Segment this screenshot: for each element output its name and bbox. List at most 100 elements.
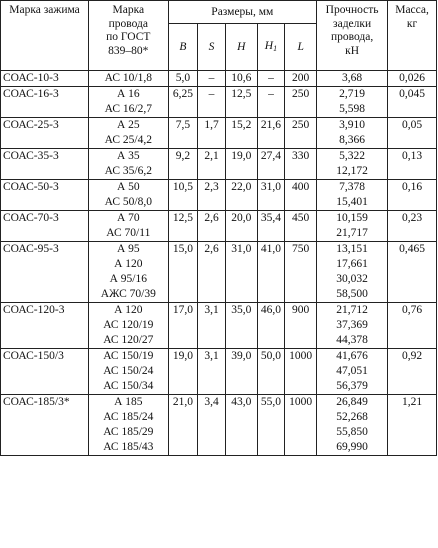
wire-grade-cell-line: А 50 — [116, 181, 140, 193]
strength-cell-line: 21,712 — [336, 304, 368, 316]
strength-cell-line: 21,717 — [336, 227, 368, 239]
header-strength-line: провода, — [330, 31, 374, 43]
dim-l-cell: 250 — [284, 86, 318, 118]
mass-cell: 0,13 — [387, 148, 437, 180]
header-strength-line: Прочность — [325, 4, 379, 16]
table-row: СОАС-120-3 А 120 АС 120/19 АС 120/27 17,0 3,1… — [0, 302, 437, 349]
wire-grade-cell-line: АС 150/19 — [103, 350, 154, 362]
dim-h-cell: 20,0 — [224, 210, 258, 242]
strength-cell-line: 55,850 — [336, 426, 368, 438]
dim-b-cell: 5,0 — [167, 70, 199, 87]
wire-grade-cell: А 95 А 120 А 95/16 АЖС 70/39 — [88, 241, 169, 303]
dim-s-cell: – — [197, 86, 226, 118]
dim-h-cell: 39,0 — [224, 348, 258, 395]
clamp-grade-cell: СОАС-10-3 — [0, 70, 90, 87]
strength-cell-line: 26,849 — [336, 396, 368, 408]
wire-grade-cell-line: АС 185/29 — [103, 426, 154, 438]
strength-cell-line: 5,598 — [339, 103, 366, 115]
wire-grade-cell: А 185 АС 185/24 АС 185/29 АС 185/43 — [88, 394, 169, 456]
header-dim-h1: H1 — [256, 23, 286, 71]
table-row: СОАС-70-3 А 70 АС 70/11 12,5 2,6 20,0 35,4 450 1… — [0, 210, 437, 242]
dim-b-cell: 7,5 — [167, 117, 199, 149]
wire-grade-cell-line: А 120 — [114, 304, 143, 316]
wire-grade-cell: А 35 АС 35/6,2 — [88, 148, 169, 180]
clamp-grade-cell: СОАС-120-3 — [0, 302, 90, 349]
table-row: СОАС-185/3* А 185 АС 185/24 АС 185/29 АС 185… — [0, 394, 437, 456]
mass-cell: 0,76 — [387, 302, 437, 349]
dim-h1-cell: 27,4 — [256, 148, 286, 180]
clamp-grade-cell: СОАС-50-3 — [0, 179, 90, 211]
dim-b-cell: 9,2 — [167, 148, 199, 180]
strength-cell: 26,849 52,268 55,850 69,990 — [316, 394, 389, 456]
dim-s-cell: 2,1 — [197, 148, 226, 180]
dim-b-cell: 10,5 — [167, 179, 199, 211]
dim-s-cell: 2,6 — [197, 210, 226, 242]
clamp-grade-cell: СОАС-25-3 — [0, 117, 90, 149]
dim-h-cell: 43,0 — [224, 394, 258, 456]
clamp-grade-cell: СОАС-95-3 — [0, 241, 90, 303]
header-wire-line: 839–80* — [108, 44, 149, 57]
table-row: СОАС-35-3 А 35 АС 35/6,2 9,2 2,1 19,0 27,4 330 5… — [0, 148, 437, 180]
wire-grade-cell: А 70 АС 70/11 — [88, 210, 169, 242]
table-row: СОАС-95-3 А 95 А 120 А 95/16 АЖС 70/39 15,0 2,… — [0, 241, 437, 303]
wire-grade-cell-line: А 70 — [116, 212, 140, 224]
wire-grade-cell: А 50 АС 50/8,0 — [88, 179, 169, 211]
dim-s-cell: 2,3 — [197, 179, 226, 211]
dim-b-cell: 17,0 — [167, 302, 199, 349]
wire-grade-cell-line: АЖС 70/39 — [100, 288, 156, 300]
wire-grade-cell-line: АС 150/34 — [103, 380, 154, 392]
header-wire-line: по ГОСТ — [106, 31, 151, 43]
dim-b-cell: 19,0 — [167, 348, 199, 395]
header-dim-s: S — [197, 23, 226, 71]
dim-b-cell: 15,0 — [167, 241, 199, 303]
dim-h1-cell: 55,0 — [256, 394, 286, 456]
wire-grade-cell-line: А 95 — [116, 243, 140, 255]
clamp-grade-cell: СОАС-35-3 — [0, 148, 90, 180]
wire-grade-cell-line: АС 120/19 — [103, 319, 154, 331]
wire-grade-cell-line: А 120 — [114, 258, 143, 270]
strength-cell-line: 41,676 — [336, 350, 368, 362]
header-clamp: Марка зажима — [0, 0, 90, 71]
dim-b-cell: 21,0 — [167, 394, 199, 456]
wire-grade-cell: АС 150/19 АС 150/24 АС 150/34 — [88, 348, 169, 395]
strength-cell: 41,676 47,051 56,379 — [316, 348, 389, 395]
strength-cell-line: 47,051 — [336, 365, 368, 377]
wire-grade-cell-line: АС 70/11 — [106, 227, 151, 239]
wire-grade-cell-line: АС 185/43 — [103, 441, 154, 453]
dim-b-cell: 6,25 — [167, 86, 199, 118]
wire-grade-cell-line: АС 120/27 — [103, 334, 154, 346]
dim-h-cell: 10,6 — [224, 70, 258, 87]
header-dim-h1-base: H — [264, 39, 274, 52]
header-strength-line: заделки — [333, 17, 372, 30]
header-dim-h1-sub: 1 — [273, 43, 278, 53]
wire-grade-cell: А 120 АС 120/19 АС 120/27 — [88, 302, 169, 349]
dim-s-cell: 3,4 — [197, 394, 226, 456]
strength-cell-line: 10,159 — [336, 212, 368, 224]
wire-grade-cell-line: АС 10/1,8 — [104, 72, 152, 84]
clamp-grade-cell: СОАС-16-3 — [0, 86, 90, 118]
strength-cell-line: 58,500 — [336, 288, 368, 300]
clamp-grade-cell: СОАС-150/3 — [0, 348, 90, 395]
wire-grade-cell-line: АС 35/6,2 — [104, 165, 152, 177]
strength-cell: 21,712 37,369 44,378 — [316, 302, 389, 349]
dim-h1-cell: 41,0 — [256, 241, 286, 303]
table-row: СОАС-50-3 А 50 АС 50/8,0 10,5 2,3 22,0 31,0 400… — [0, 179, 437, 211]
strength-cell-line: 30,032 — [336, 273, 368, 285]
dim-b-cell: 12,5 — [167, 210, 199, 242]
mass-cell: 0,045 — [387, 86, 437, 118]
strength-cell: 5,322 12,172 — [316, 148, 389, 180]
table-body: СОАС-10-3 АС 10/1,8 5,0–10,6–200 3,68 0,026 С… — [0, 70, 437, 456]
mass-cell: 0,465 — [387, 241, 437, 303]
clamp-spec-table: Марка зажима Марка провода по ГОСТ 839–8… — [0, 0, 437, 456]
header-wire-line: Марка — [112, 4, 145, 16]
strength-cell-line: 7,378 — [339, 181, 366, 193]
dim-l-cell: 900 — [284, 302, 318, 349]
dim-h1-cell: – — [256, 86, 286, 118]
dim-l-cell: 750 — [284, 241, 318, 303]
strength-cell: 13,151 17,661 30,032 58,500 — [316, 241, 389, 303]
strength-cell: 2,719 5,598 — [316, 86, 389, 118]
mass-cell: 0,92 — [387, 348, 437, 395]
wire-grade-cell: А 25 АС 25/4,2 — [88, 117, 169, 149]
header-mass: Масса, кг — [387, 0, 437, 71]
dim-h1-cell: 31,0 — [256, 179, 286, 211]
